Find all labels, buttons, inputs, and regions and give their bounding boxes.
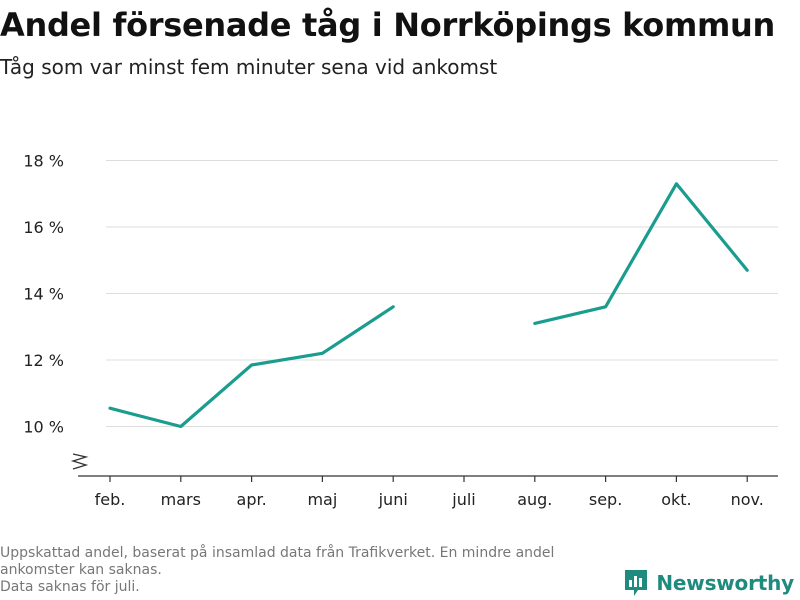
x-tick-label: aug.	[517, 490, 552, 509]
chart-subtitle: Tåg som var minst fem minuter sena vid a…	[0, 55, 498, 79]
y-tick-label: 12 %	[23, 351, 64, 370]
x-tick-label: maj	[307, 490, 337, 509]
x-tick-label: okt.	[661, 490, 691, 509]
brand-name: Newsworthy	[656, 571, 794, 595]
y-tick-label: 18 %	[23, 152, 64, 171]
newsworthy-logo-icon	[625, 570, 648, 596]
footnote: Uppskattad andel, baserat på insamlad da…	[0, 545, 640, 596]
x-tick-label: feb.	[95, 490, 126, 509]
y-tick-label: 14 %	[23, 285, 64, 304]
footnote-line: Uppskattad andel, baserat på insamlad da…	[0, 545, 555, 561]
footnote-line: Data saknas för juli.	[0, 579, 140, 595]
x-tick-label: apr.	[237, 490, 267, 509]
y-tick-label: 16 %	[23, 218, 64, 237]
x-tick-label: juni	[378, 490, 408, 509]
axis-break-icon	[70, 453, 89, 470]
x-tick-label: mars	[161, 490, 201, 509]
brand-logo[interactable]: Newsworthy	[623, 568, 794, 598]
series-line-segment	[108, 305, 395, 429]
series-line-segment	[533, 182, 749, 326]
y-tick-label: 10 %	[23, 418, 64, 437]
line-chart: 10 % 12 % 14 % 16 % 18 % feb. mars apr. maj juni j…	[23, 152, 778, 509]
footnote-line: ankomster kan saknas.	[0, 562, 162, 578]
chart-title: Andel försenade tåg i Norrköpings kommun	[0, 6, 776, 44]
x-tick-label: nov.	[731, 490, 764, 509]
x-tick-label: juli	[451, 490, 475, 509]
x-tick-label: sep.	[589, 490, 622, 509]
